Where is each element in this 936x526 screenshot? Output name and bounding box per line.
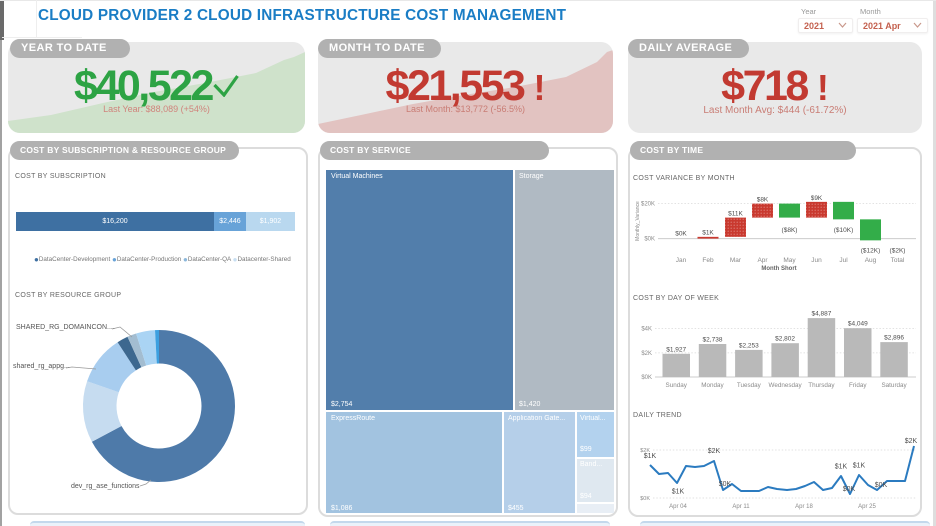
- svg-text:$1K: $1K: [644, 453, 657, 460]
- svg-text:Friday: Friday: [849, 382, 867, 389]
- svg-text:$20K: $20K: [641, 202, 655, 208]
- svg-text:$2K: $2K: [640, 448, 650, 454]
- svg-text:May: May: [783, 257, 796, 264]
- svg-text:Month Short: Month Short: [761, 266, 796, 272]
- svg-text:Monthly_Variance: Monthly_Variance: [635, 201, 641, 241]
- svg-text:$0K: $0K: [641, 375, 652, 381]
- svg-text:Apr 25: Apr 25: [858, 504, 876, 510]
- svg-text:Jul: Jul: [839, 257, 848, 264]
- svg-text:$0K: $0K: [843, 486, 856, 493]
- svg-text:$2,253: $2,253: [739, 342, 759, 349]
- svg-text:$1,927: $1,927: [666, 346, 686, 353]
- svg-text:Monday: Monday: [701, 382, 724, 389]
- svg-text:Apr: Apr: [757, 257, 768, 264]
- svg-text:Aug: Aug: [865, 257, 877, 264]
- svg-text:($12K): ($12K): [861, 248, 881, 255]
- svg-text:Tuesday: Tuesday: [737, 382, 762, 389]
- svg-text:($8K): ($8K): [782, 227, 798, 234]
- svg-text:$4K: $4K: [641, 327, 652, 333]
- svg-text:$2K: $2K: [641, 351, 652, 357]
- svg-text:$0K: $0K: [675, 231, 687, 238]
- svg-text:($2K): ($2K): [890, 248, 906, 255]
- svg-text:$2,738: $2,738: [703, 337, 723, 344]
- svg-text:$4,887: $4,887: [811, 311, 831, 318]
- svg-text:Thursday: Thursday: [808, 382, 835, 389]
- svg-text:Apr 04: Apr 04: [669, 504, 687, 510]
- svg-text:$0K: $0K: [644, 237, 655, 243]
- svg-text:$2,896: $2,896: [884, 335, 904, 342]
- svg-text:$2,802: $2,802: [775, 336, 795, 343]
- svg-text:$8K: $8K: [757, 197, 769, 204]
- svg-text:Sunday: Sunday: [666, 382, 688, 389]
- svg-text:Jun: Jun: [811, 257, 822, 264]
- svg-text:$1K: $1K: [702, 230, 714, 237]
- svg-text:Apr 18: Apr 18: [795, 504, 813, 510]
- svg-text:$0K: $0K: [875, 482, 888, 489]
- svg-text:$0K: $0K: [719, 481, 732, 488]
- svg-text:$2K: $2K: [905, 438, 918, 445]
- svg-text:$1K: $1K: [835, 464, 848, 471]
- svg-text:Saturday: Saturday: [881, 382, 907, 389]
- svg-text:Total: Total: [891, 257, 905, 264]
- svg-text:Mar: Mar: [730, 257, 742, 264]
- svg-text:Jan: Jan: [676, 257, 687, 264]
- svg-text:Apr 11: Apr 11: [732, 504, 750, 510]
- svg-text:Feb: Feb: [702, 257, 714, 264]
- svg-text:($10K): ($10K): [834, 227, 854, 234]
- svg-text:$1K: $1K: [672, 489, 685, 496]
- svg-text:$2K: $2K: [708, 448, 721, 455]
- svg-text:$9K: $9K: [811, 195, 823, 202]
- svg-text:$0K: $0K: [640, 496, 650, 502]
- svg-text:$4,049: $4,049: [848, 321, 868, 328]
- svg-text:$11K: $11K: [728, 211, 743, 218]
- svg-text:$1K: $1K: [853, 463, 866, 470]
- svg-text:Wednesday: Wednesday: [769, 382, 803, 389]
